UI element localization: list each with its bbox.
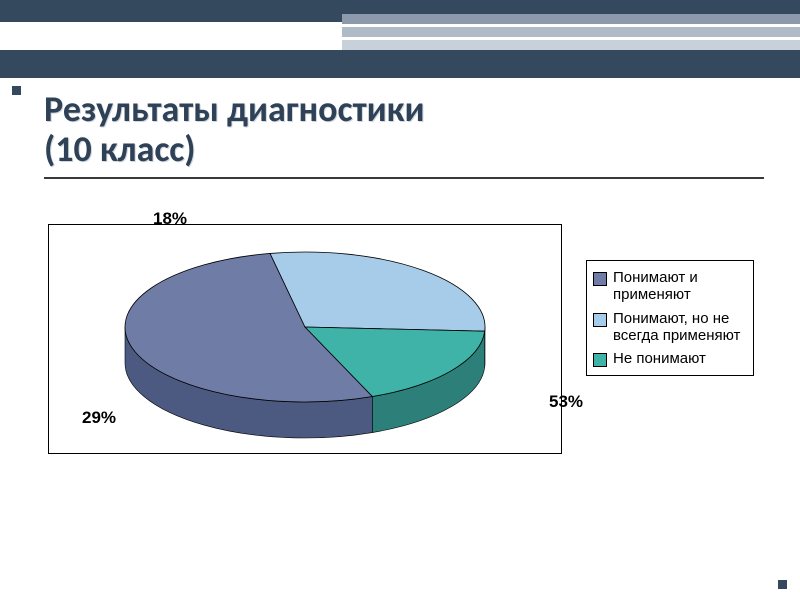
- title-underline: [44, 177, 764, 179]
- legend-swatch: [593, 353, 607, 367]
- legend-swatch: [593, 313, 607, 327]
- stripe: [342, 27, 800, 37]
- slice-label: 53%: [549, 392, 583, 412]
- legend-text: Понимают и применяют: [613, 269, 747, 304]
- slide-top-band: [0, 0, 800, 78]
- legend-swatch: [593, 272, 607, 286]
- corner-mark: [12, 86, 21, 95]
- legend-text: Понимают, но не всегда применяют: [613, 310, 747, 345]
- slice-label: 18%: [153, 209, 187, 229]
- stripe: [342, 14, 800, 24]
- slice-label: 29%: [82, 408, 116, 428]
- legend-item: Понимают и применяют: [593, 269, 747, 304]
- pie-slice-top: [270, 252, 485, 331]
- legend-text: Не понимают: [613, 350, 747, 367]
- corner-mark: [778, 580, 787, 589]
- band-stripes: [342, 14, 800, 50]
- slide-title-line2: (10 класс): [44, 130, 744, 170]
- slide-title-line1: Результаты диагностики: [44, 90, 744, 130]
- stripe: [342, 40, 800, 50]
- band-dark-lower: [0, 50, 800, 78]
- legend-item: Понимают, но не всегда применяют: [593, 310, 747, 345]
- legend-frame: Понимают и применяют Понимают, но не все…: [586, 260, 754, 376]
- pie-chart-frame: 53% 29% 18%: [48, 224, 562, 454]
- title-block: Результаты диагностики (10 класс): [44, 90, 744, 187]
- legend-item: Не понимают: [593, 350, 747, 367]
- pie-chart: [49, 225, 563, 455]
